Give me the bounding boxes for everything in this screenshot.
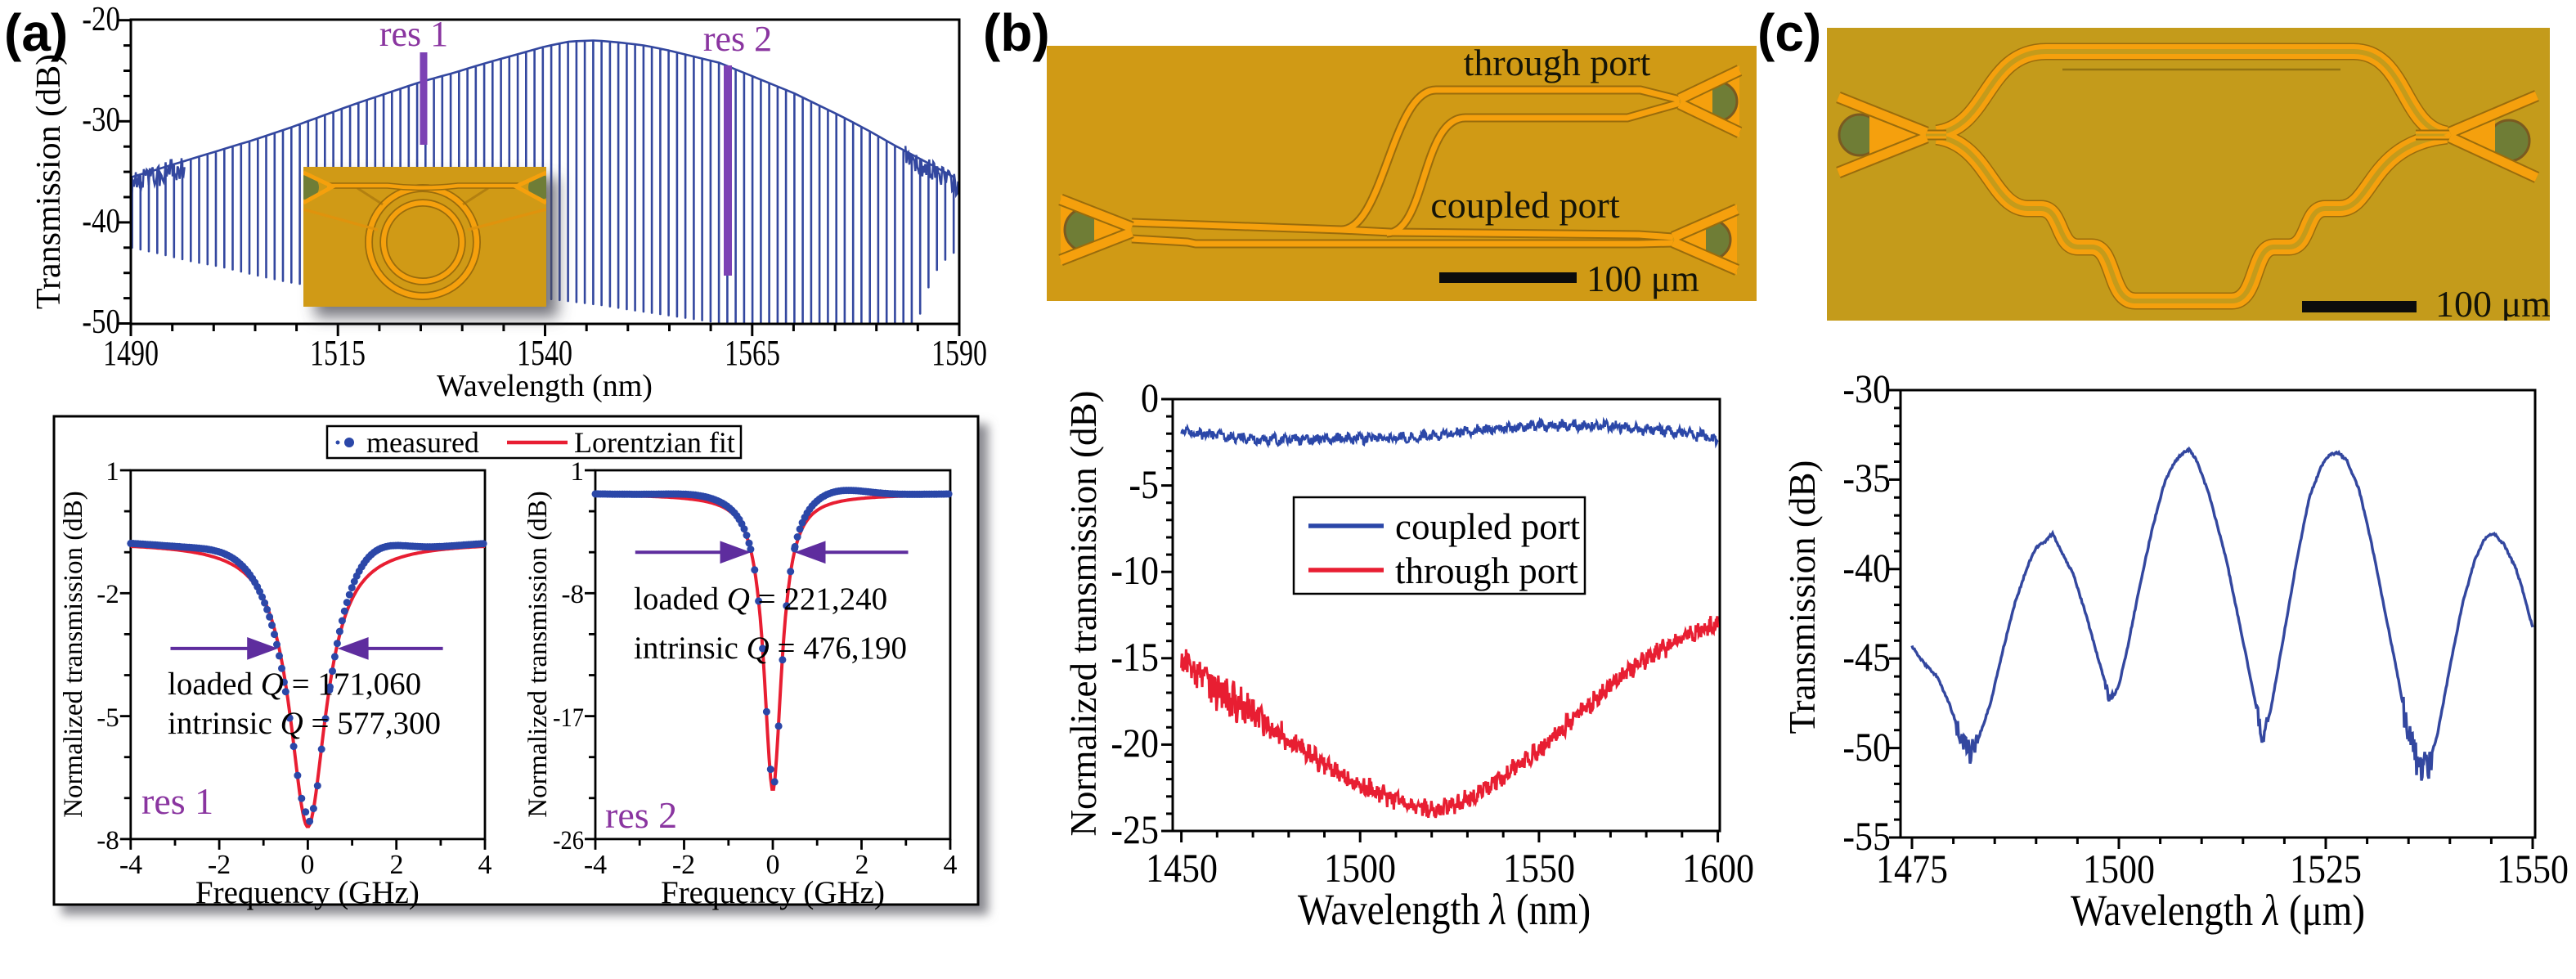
- svg-text:loaded Q = 221,240: loaded Q = 221,240: [634, 582, 887, 617]
- svg-text:-5: -5: [96, 703, 119, 733]
- svg-text:1500: 1500: [1324, 847, 1396, 891]
- svg-text:-26: -26: [553, 826, 584, 856]
- svg-text:-8: -8: [562, 580, 585, 609]
- svg-text:through port: through port: [1464, 42, 1651, 83]
- svg-text:-50: -50: [1842, 725, 1891, 770]
- svg-text:-17: -17: [553, 703, 584, 733]
- svg-text:res 1: res 1: [379, 14, 448, 54]
- svg-text:-30: -30: [1842, 367, 1891, 412]
- svg-text:measured: measured: [366, 426, 479, 459]
- svg-text:(c): (c): [1757, 3, 1821, 62]
- svg-text:1: 1: [571, 457, 585, 487]
- svg-text:Wavelength (nm): Wavelength (nm): [437, 369, 653, 403]
- svg-text:-25: -25: [1111, 808, 1159, 853]
- svg-text:loaded Q = 171,060: loaded Q = 171,060: [168, 667, 421, 702]
- svg-text:-40: -40: [1842, 546, 1891, 591]
- svg-text:-30: -30: [82, 101, 120, 139]
- svg-text:Transmission (dB): Transmission (dB): [1782, 460, 1823, 734]
- svg-text:(a): (a): [4, 3, 68, 62]
- svg-text:-4: -4: [584, 850, 607, 880]
- svg-text:1490: 1490: [103, 333, 159, 374]
- svg-text:Frequency (GHz): Frequency (GHz): [661, 875, 885, 910]
- svg-text:1565: 1565: [725, 333, 780, 374]
- svg-text:-35: -35: [1842, 456, 1891, 501]
- svg-text:1: 1: [105, 457, 119, 487]
- svg-text:intrinsic Q = 476,190: intrinsic Q = 476,190: [634, 631, 907, 666]
- svg-text:1600: 1600: [1682, 847, 1754, 891]
- svg-text:2: 2: [390, 850, 404, 880]
- svg-text:-40: -40: [82, 203, 120, 240]
- svg-text:Wavelength λ (μm): Wavelength λ (μm): [2071, 886, 2365, 935]
- svg-text:Lorentzian fit: Lorentzian fit: [574, 426, 735, 459]
- svg-text:res 1: res 1: [141, 780, 213, 822]
- svg-text:0: 0: [301, 850, 315, 880]
- svg-text:-20: -20: [1111, 721, 1159, 766]
- svg-text:0: 0: [1141, 376, 1159, 421]
- svg-text:(b): (b): [983, 3, 1050, 62]
- svg-text:coupled port: coupled port: [1395, 506, 1581, 547]
- svg-text:2: 2: [855, 850, 869, 880]
- svg-text:1590: 1590: [931, 333, 987, 374]
- svg-text:-2: -2: [96, 580, 119, 609]
- svg-text:100 μm: 100 μm: [1586, 258, 1699, 299]
- svg-text:-55: -55: [1842, 815, 1891, 860]
- svg-text:Wavelength λ (nm): Wavelength λ (nm): [1298, 885, 1591, 934]
- svg-text:res 2: res 2: [605, 794, 677, 836]
- svg-text:1550: 1550: [1503, 847, 1575, 891]
- svg-text:res 2: res 2: [703, 19, 772, 59]
- svg-text:1550: 1550: [2497, 847, 2569, 892]
- svg-text:Normalized transmission (dB): Normalized transmission (dB): [1063, 391, 1104, 837]
- svg-text:1540: 1540: [517, 333, 572, 374]
- svg-text:-5: -5: [1129, 463, 1159, 508]
- svg-text:-15: -15: [1111, 635, 1159, 680]
- svg-text:-2: -2: [208, 850, 231, 880]
- svg-text:0: 0: [766, 850, 780, 880]
- svg-text:Normalized transmission (dB): Normalized transmission (dB): [59, 491, 88, 818]
- svg-text:Frequency (GHz): Frequency (GHz): [195, 875, 420, 910]
- svg-text:Transmission (dB): Transmission (dB): [30, 54, 68, 309]
- svg-text:through port: through port: [1395, 550, 1578, 591]
- svg-text:1515: 1515: [310, 333, 366, 374]
- svg-text:-8: -8: [96, 826, 119, 856]
- svg-text:4: 4: [944, 850, 958, 880]
- svg-text:1475: 1475: [1876, 847, 1948, 892]
- svg-text:-20: -20: [82, 1, 120, 38]
- svg-text:4: 4: [478, 850, 492, 880]
- svg-text:-4: -4: [119, 850, 142, 880]
- svg-text:Normalized transmission (dB): Normalized transmission (dB): [523, 491, 553, 818]
- svg-text:1450: 1450: [1146, 847, 1218, 891]
- svg-text:-2: -2: [672, 850, 695, 880]
- svg-text:1500: 1500: [2083, 847, 2155, 892]
- svg-text:intrinsic Q = 577,300: intrinsic Q = 577,300: [168, 706, 441, 741]
- svg-text:-45: -45: [1842, 635, 1891, 680]
- svg-text:1525: 1525: [2290, 847, 2362, 892]
- svg-text:-50: -50: [82, 303, 120, 341]
- svg-text:coupled port: coupled port: [1430, 184, 1619, 226]
- svg-text:-10: -10: [1111, 549, 1159, 594]
- svg-text:100 μm: 100 μm: [2435, 283, 2551, 325]
